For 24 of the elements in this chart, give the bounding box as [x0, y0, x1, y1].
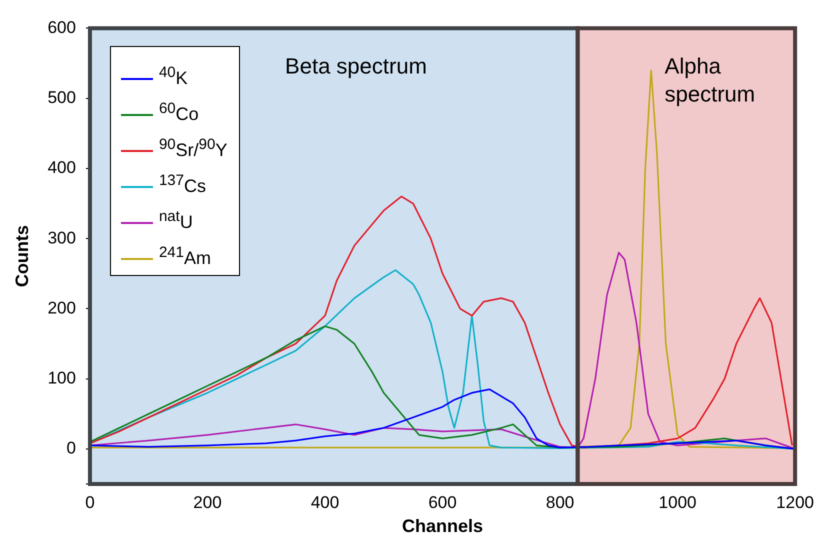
x-tick-label: 800: [546, 492, 574, 512]
y-tick-label: 500: [48, 88, 76, 108]
y-tick-label: 600: [48, 18, 76, 37]
legend-label: $^{241}$Am: [158, 243, 211, 270]
x-tick-label: 1200: [776, 492, 814, 512]
band-label: Alpha spectrum: [664, 53, 756, 106]
legend-label: $^{137}$Cs: [158, 171, 206, 198]
y-tick-label: 100: [48, 368, 76, 388]
x-tick-label: 1000: [658, 492, 696, 512]
legend-label: $^{40}$K: [158, 63, 188, 90]
x-tick-label: 200: [193, 492, 222, 512]
legend-label: $^{90}$Sr/$^{90}$Y: [158, 135, 228, 162]
y-tick-label: 0: [66, 438, 76, 458]
x-tick-label: 600: [428, 492, 457, 512]
y-tick-label: 300: [48, 228, 76, 248]
y-tick-label: 200: [48, 298, 76, 318]
y-axis-title: Counts: [12, 225, 32, 288]
band-label: Beta spectrum: [285, 53, 427, 78]
y-tick-label: 400: [48, 158, 76, 178]
legend-label: $^{nat}$U: [158, 207, 193, 234]
x-tick-label: 400: [310, 492, 340, 512]
x-tick-label: 0: [85, 492, 95, 512]
legend-label: $^{60}$Co: [158, 99, 199, 126]
x-axis-title: Channels: [402, 516, 484, 536]
